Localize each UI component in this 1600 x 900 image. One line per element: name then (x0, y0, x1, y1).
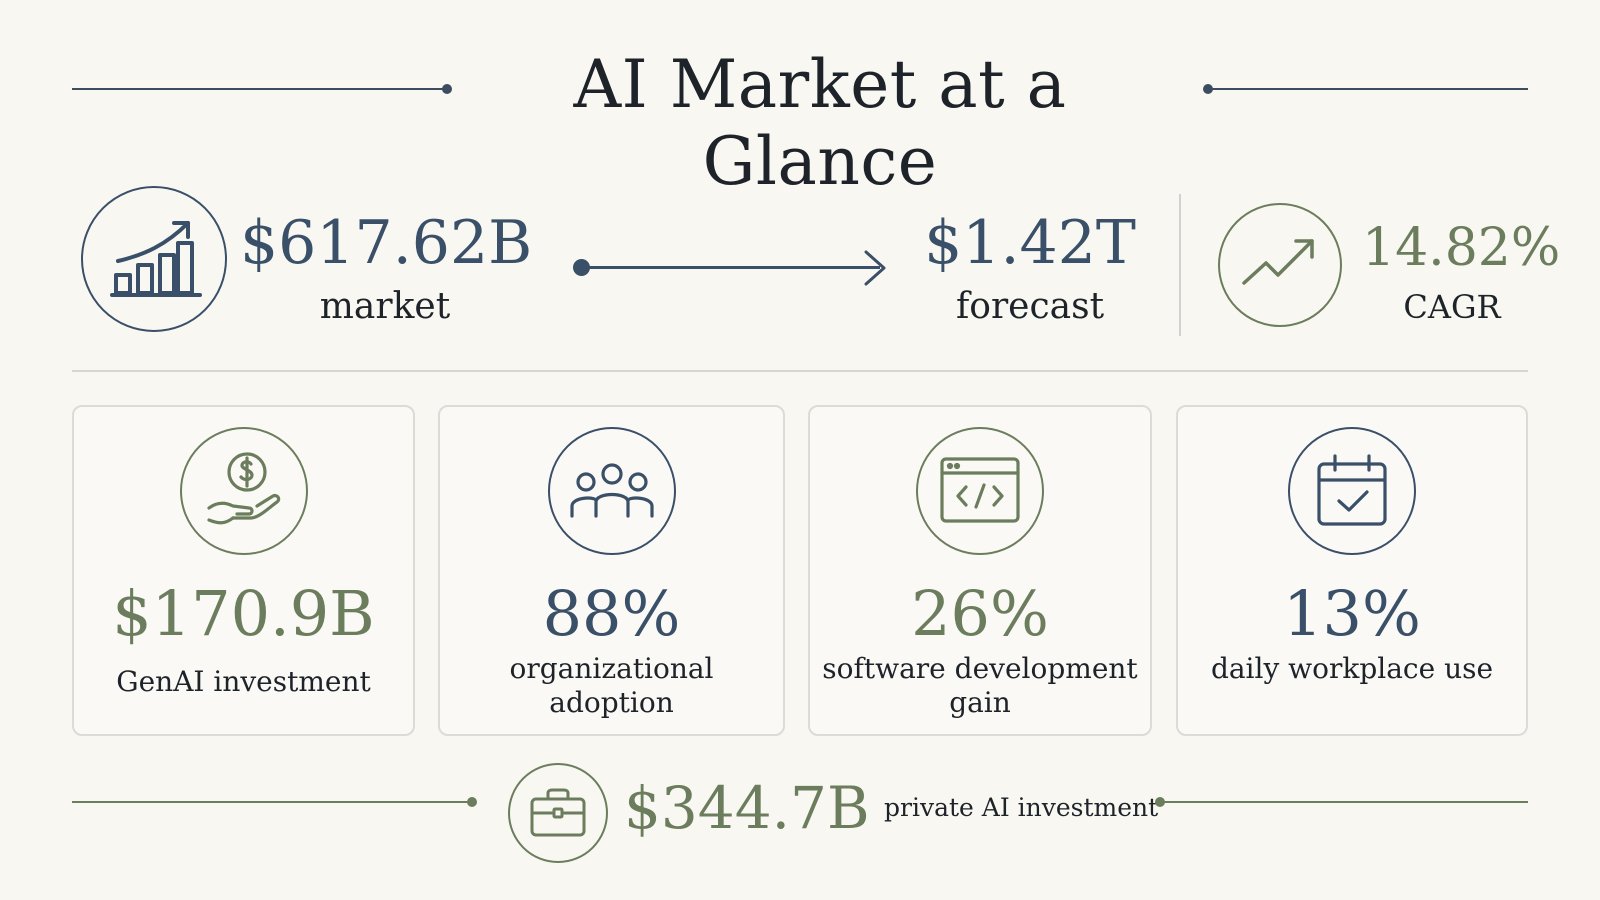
bottom-dot-left (467, 797, 477, 807)
title-rule-left (72, 88, 447, 90)
vertical-divider (1179, 194, 1181, 336)
adoption-value: 88% (542, 577, 681, 650)
genai-label: GenAI investment (116, 665, 371, 698)
cagr-label: CAGR (1403, 288, 1501, 326)
metric-card-genai: $170.9B GenAI investment (72, 405, 415, 736)
title-dot-right (1203, 84, 1213, 94)
hand-dollar-icon (179, 427, 308, 555)
bottom-dot-right (1155, 797, 1165, 807)
metric-card-workplace: 13% daily workplace use (1176, 405, 1528, 736)
metric-card-software: 26% software development gain (808, 405, 1152, 736)
forecast-label: forecast (955, 286, 1105, 327)
growth-arrow-line (580, 266, 880, 269)
bottom-rule-left (72, 801, 468, 803)
metric-card-adoption: 88% organizational adoption (438, 405, 785, 736)
software-label: software development gain (822, 652, 1138, 719)
genai-value: $170.9B (112, 577, 375, 650)
trend-up-icon (1218, 203, 1342, 327)
bar-chart-growth-icon (81, 186, 227, 332)
adoption-label: organizational adoption (509, 652, 714, 719)
calendar-check-icon (1288, 427, 1416, 555)
workplace-value: 13% (1283, 577, 1421, 650)
code-window-icon (916, 427, 1044, 555)
title-rule-right (1210, 88, 1528, 90)
section-divider (72, 370, 1528, 372)
arrow-head-icon (864, 250, 886, 286)
cagr-value: 14.82% (1362, 218, 1561, 278)
title-dot-left (442, 84, 452, 94)
market-value: $617.62B (240, 208, 533, 278)
private-investment-value: $344.7B (624, 774, 870, 842)
workplace-label: daily workplace use (1210, 652, 1494, 685)
software-value: 26% (911, 577, 1049, 650)
market-label: market (319, 286, 451, 327)
forecast-value: $1.42T (924, 208, 1136, 278)
briefcase-icon (508, 763, 608, 863)
page-title: AI Market at a Glance (573, 46, 1067, 200)
people-group-icon (547, 427, 676, 555)
private-investment-label: private AI investment (884, 793, 1159, 822)
bottom-rule-right (1162, 801, 1528, 803)
